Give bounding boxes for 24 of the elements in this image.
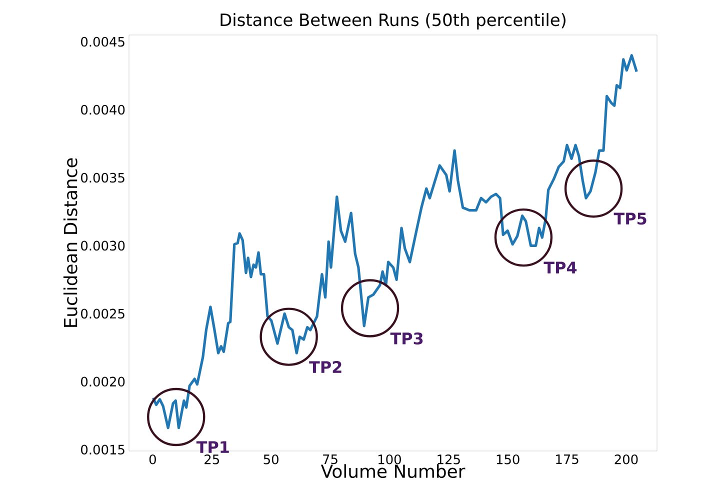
y-tick-label: 0.0020 [81,376,125,387]
x-axis-title: Volume Number [320,464,466,478]
y-tick-label: 0.0045 [81,36,124,47]
x-tick-label: 0 [149,454,156,464]
y-tick-label: 0.0035 [81,172,124,183]
y-tick-label: 0.0015 [81,444,124,455]
x-tick-label: 150 [496,454,520,464]
x-tick-label: 100 [378,454,401,464]
y-tick-label: 0.0025 [81,308,124,319]
annotation: TP1 [196,441,229,453]
annotation: TP5 [614,212,646,225]
y-tick-label: 0.0030 [81,240,125,251]
annotation: TP3 [390,332,423,344]
x-tick-label: 200 [614,454,638,464]
x-tick-label: 25 [204,454,219,464]
chart-title: Distance Between Runs (50th percentile) [220,13,566,30]
y-tick-label: 0.0040 [81,104,125,115]
annotation: TP2 [309,360,342,373]
x-tick-label: 175 [556,454,578,464]
x-tick-label: 50 [264,454,278,464]
x-tick-label: 75 [323,454,338,464]
y-axis-title: Euclidean Distance [63,158,78,327]
annotation: TP4 [544,262,577,274]
x-tick-label: 125 [438,454,460,464]
